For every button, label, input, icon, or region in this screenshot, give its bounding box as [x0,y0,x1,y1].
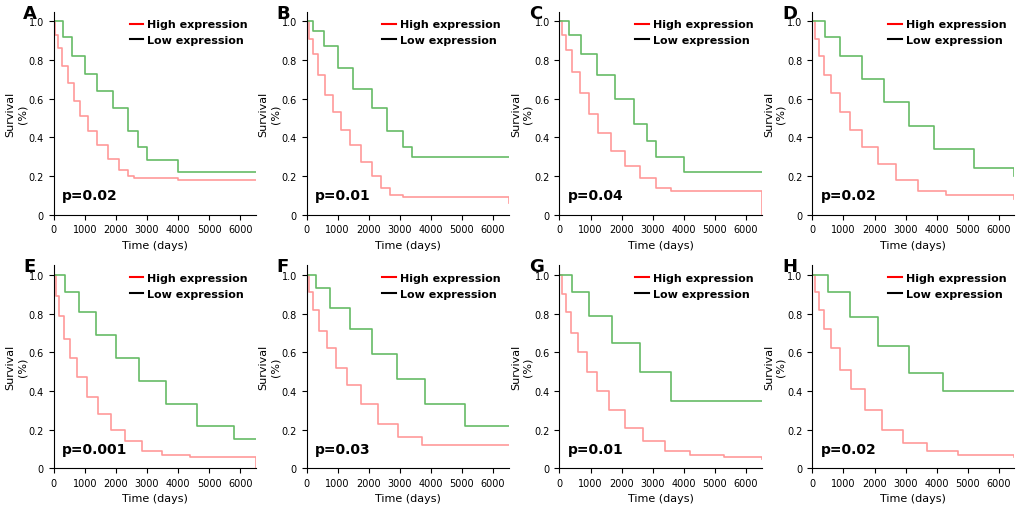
X-axis label: Time (days): Time (days) [374,493,440,503]
X-axis label: Time (days): Time (days) [374,240,440,250]
X-axis label: Time (days): Time (days) [121,493,187,503]
Text: p=0.04: p=0.04 [567,189,623,203]
Y-axis label: Survival
(%): Survival (%) [5,345,28,389]
Text: p=0.01: p=0.01 [314,189,370,203]
Legend: High expression, Low expression: High expression, Low expression [127,18,250,48]
X-axis label: Time (days): Time (days) [879,493,946,503]
Text: E: E [23,258,36,276]
Y-axis label: Survival
(%): Survival (%) [258,91,280,136]
Y-axis label: Survival
(%): Survival (%) [258,345,280,389]
Text: p=0.02: p=0.02 [819,442,875,456]
Text: p=0.01: p=0.01 [567,442,623,456]
Text: C: C [529,5,542,22]
X-axis label: Time (days): Time (days) [627,240,693,250]
Legend: High expression, Low expression: High expression, Low expression [886,271,1008,301]
Text: F: F [276,258,288,276]
X-axis label: Time (days): Time (days) [879,240,946,250]
Legend: High expression, Low expression: High expression, Low expression [380,18,502,48]
Y-axis label: Survival
(%): Survival (%) [511,91,533,136]
Text: p=0.02: p=0.02 [62,189,117,203]
Text: A: A [23,5,37,22]
Text: D: D [782,5,796,22]
Legend: High expression, Low expression: High expression, Low expression [380,271,502,301]
X-axis label: Time (days): Time (days) [627,493,693,503]
Text: G: G [529,258,543,276]
Y-axis label: Survival
(%): Survival (%) [763,91,785,136]
Text: p=0.02: p=0.02 [819,189,875,203]
Y-axis label: Survival
(%): Survival (%) [763,345,785,389]
Legend: High expression, Low expression: High expression, Low expression [127,271,250,301]
X-axis label: Time (days): Time (days) [121,240,187,250]
Y-axis label: Survival
(%): Survival (%) [511,345,533,389]
Text: H: H [782,258,796,276]
Y-axis label: Survival
(%): Survival (%) [5,91,28,136]
Legend: High expression, Low expression: High expression, Low expression [633,18,755,48]
Legend: High expression, Low expression: High expression, Low expression [633,271,755,301]
Text: p=0.001: p=0.001 [62,442,127,456]
Legend: High expression, Low expression: High expression, Low expression [886,18,1008,48]
Text: p=0.03: p=0.03 [314,442,370,456]
Text: B: B [276,5,289,22]
